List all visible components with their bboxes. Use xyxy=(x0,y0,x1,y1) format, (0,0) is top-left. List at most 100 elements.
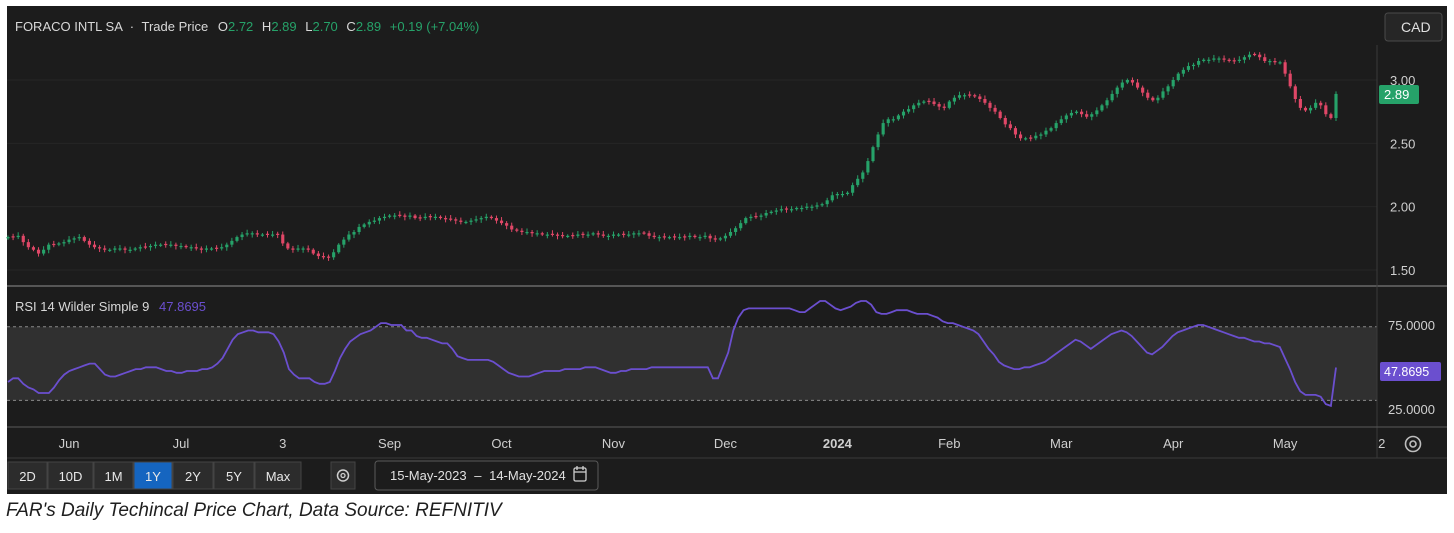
close-value: 2.89 xyxy=(356,19,381,34)
candle xyxy=(1207,57,1211,64)
candle xyxy=(795,206,799,211)
candle xyxy=(840,190,845,198)
candle xyxy=(901,109,906,119)
candle xyxy=(922,100,926,105)
candle xyxy=(555,232,560,240)
candle xyxy=(764,209,768,219)
candle xyxy=(77,234,81,241)
time-tick-label: Oct xyxy=(491,436,512,451)
candle xyxy=(454,217,458,225)
candle xyxy=(1141,85,1145,97)
candle xyxy=(647,230,651,239)
candle xyxy=(87,238,91,248)
candle xyxy=(260,233,264,237)
candle xyxy=(21,233,25,246)
candle xyxy=(830,191,834,203)
candle xyxy=(57,241,61,247)
candle xyxy=(169,241,173,248)
rsi-value-tag: 47.8695 xyxy=(1380,362,1441,381)
candle xyxy=(1186,62,1191,72)
candle xyxy=(82,235,86,243)
range-button[interactable]: 1M xyxy=(93,461,134,490)
candle xyxy=(586,231,590,238)
candle xyxy=(271,230,275,238)
candle xyxy=(759,213,763,221)
candle xyxy=(1069,109,1073,118)
candle xyxy=(957,91,962,100)
candle xyxy=(1308,105,1313,114)
price-type: Trade Price xyxy=(142,19,209,34)
range-settings-gear-icon[interactable] xyxy=(330,461,356,490)
candle xyxy=(1314,99,1318,110)
time-tick-label: Nov xyxy=(602,436,626,451)
candle xyxy=(627,230,631,238)
candle xyxy=(973,93,977,98)
candle xyxy=(469,218,473,225)
range-button[interactable]: 2Y xyxy=(172,461,214,490)
candle xyxy=(611,231,616,239)
candle xyxy=(907,105,911,114)
candle xyxy=(433,213,437,221)
candle xyxy=(403,213,407,221)
candle xyxy=(678,233,682,240)
candle xyxy=(505,221,509,230)
candle xyxy=(968,91,972,98)
time-axis: Jun Jul 3 Sep Oct Nov Dec 2024 Feb Mar Apr May 2 xyxy=(59,436,1386,451)
range-button[interactable]: Max xyxy=(254,461,302,490)
range-button[interactable]: 10D xyxy=(47,461,94,490)
range-button-label: 1M xyxy=(104,469,122,484)
calendar-icon[interactable] xyxy=(573,466,587,482)
candle xyxy=(942,103,946,111)
candle xyxy=(693,234,697,239)
candle xyxy=(1319,100,1323,109)
range-button[interactable]: 1Y xyxy=(133,461,173,490)
currency-button[interactable]: CAD xyxy=(1384,12,1443,42)
date-range-picker[interactable]: 15-May-2023 – 14-May-2024 xyxy=(374,460,599,491)
candle xyxy=(947,100,951,110)
candle xyxy=(184,244,188,249)
candle xyxy=(1064,113,1068,123)
time-tick-label: Apr xyxy=(1163,436,1184,451)
candle xyxy=(1166,84,1170,95)
candle xyxy=(479,216,483,223)
candle xyxy=(1034,132,1038,141)
range-button-label: 5Y xyxy=(226,469,242,484)
candle xyxy=(576,230,580,238)
candle xyxy=(159,243,163,247)
candle xyxy=(835,191,839,199)
candle xyxy=(805,203,809,210)
candle xyxy=(286,241,290,250)
candle xyxy=(494,215,499,224)
candle xyxy=(1120,79,1124,91)
candle xyxy=(428,214,432,221)
chart-settings-gear-icon[interactable] xyxy=(1404,435,1422,453)
range-button[interactable]: 5Y xyxy=(213,461,255,490)
candle xyxy=(438,215,443,220)
candle xyxy=(1156,95,1160,104)
high-value: 2.89 xyxy=(271,19,296,34)
candle xyxy=(739,220,743,231)
candle xyxy=(962,93,967,100)
candle xyxy=(723,233,727,242)
candle xyxy=(408,212,412,220)
candle xyxy=(133,246,137,252)
candle xyxy=(194,243,198,251)
candle xyxy=(1024,136,1028,141)
candle xyxy=(881,119,885,137)
candle xyxy=(667,235,672,240)
time-tick-label: 2 xyxy=(1378,436,1385,451)
candle xyxy=(606,233,610,241)
candle xyxy=(179,242,183,250)
candle xyxy=(72,236,76,244)
time-tick-label: Feb xyxy=(938,436,960,451)
rsi-label: RSI 14 Wilder Simple 9 xyxy=(15,299,149,314)
candle xyxy=(927,98,931,105)
candle xyxy=(525,228,529,235)
candle xyxy=(784,206,789,213)
candle xyxy=(357,223,361,235)
range-button[interactable]: 2D xyxy=(7,461,48,490)
candle xyxy=(347,230,351,242)
candle xyxy=(47,242,51,254)
candle xyxy=(499,217,504,226)
candle xyxy=(1176,72,1180,82)
